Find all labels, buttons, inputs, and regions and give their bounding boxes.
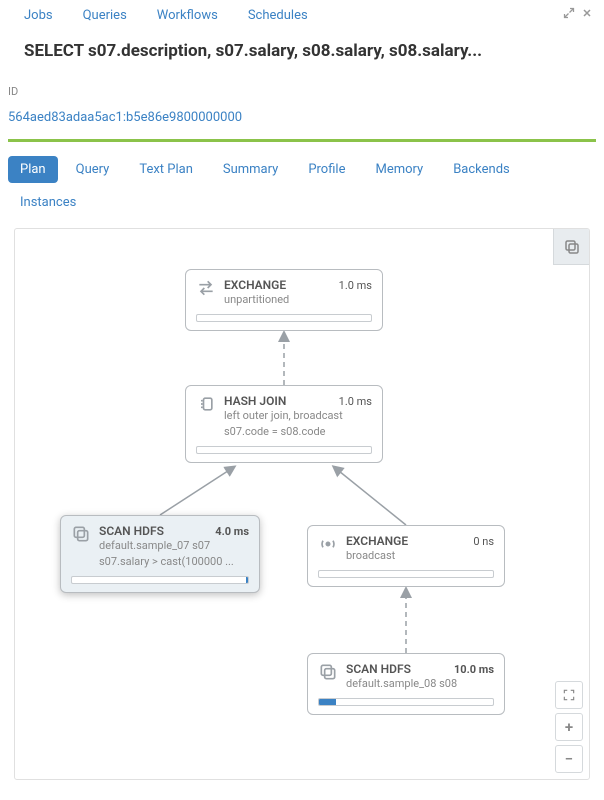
- tab-backends[interactable]: Backends: [441, 156, 522, 183]
- plan-node-progress: [196, 446, 372, 454]
- plan-node-time: 0 ns: [473, 535, 494, 548]
- plan-node-sub: broadcast: [346, 549, 494, 564]
- plan-node-sub: s07.code = s08.code: [224, 425, 372, 440]
- tabs: Plan Query Text Plan Summary Profile Mem…: [0, 156, 604, 228]
- plan-node-title: SCAN HDFS: [346, 662, 411, 676]
- plan-node-title: EXCHANGE: [224, 278, 286, 292]
- plan-node-sub: default.sample_07 s07: [99, 539, 249, 554]
- plan-canvas[interactable]: EXCHANGE1.0 msunpartitionedHASH JOIN1.0 …: [15, 229, 589, 779]
- scan-icon: [71, 524, 91, 544]
- plan-edge: [334, 467, 406, 525]
- tab-instances[interactable]: Instances: [8, 189, 88, 216]
- plan-node-exchange-top[interactable]: EXCHANGE 1.0 msunpartitioned: [185, 269, 383, 331]
- plan-node-hash-join[interactable]: HASH JOIN 1.0 msleft outer join, broadcas…: [185, 385, 383, 463]
- plan-node-title: HASH JOIN: [224, 394, 286, 408]
- top-nav: Jobs Queries Workflows Schedules: [0, 0, 604, 31]
- zoom-controls: + −: [555, 681, 583, 773]
- tab-memory[interactable]: Memory: [363, 156, 435, 183]
- join-icon: [196, 394, 216, 414]
- tab-summary[interactable]: Summary: [211, 156, 290, 183]
- plan-node-progress: [196, 314, 372, 322]
- plan-canvas-wrap: EXCHANGE1.0 msunpartitionedHASH JOIN1.0 …: [14, 228, 590, 780]
- nav-link-schedules[interactable]: Schedules: [248, 8, 308, 23]
- id-value[interactable]: 564aed83adaa5ac1:b5e86e9800000000: [8, 110, 596, 125]
- plan-node-sub: left outer join, broadcast: [224, 409, 372, 424]
- plan-edge: [160, 467, 234, 515]
- page-title: SELECT s07.description, s07.salary, s08.…: [0, 31, 604, 85]
- plan-node-sub: unpartitioned: [224, 293, 372, 308]
- plan-node-progress: [71, 576, 249, 584]
- plan-node-title: EXCHANGE: [346, 534, 408, 548]
- tab-query[interactable]: Query: [64, 156, 122, 183]
- nav-link-queries[interactable]: Queries: [83, 8, 127, 23]
- nav-link-jobs[interactable]: Jobs: [24, 8, 53, 23]
- zoom-in-button[interactable]: +: [555, 713, 583, 741]
- tab-profile[interactable]: Profile: [296, 156, 357, 183]
- expand-icon[interactable]: [562, 6, 576, 20]
- exchange-arrows-icon: [196, 278, 216, 298]
- scan-icon: [318, 662, 338, 682]
- plan-node-title: SCAN HDFS: [99, 524, 164, 538]
- plan-node-progress: [318, 570, 494, 578]
- nav-link-workflows[interactable]: Workflows: [157, 8, 218, 23]
- plan-node-sub: s07.salary > cast(100000 ...: [99, 555, 249, 570]
- plan-node-time: 4.0 ms: [215, 525, 249, 538]
- close-icon[interactable]: [580, 6, 594, 20]
- id-label: ID: [8, 85, 596, 98]
- zoom-out-button[interactable]: −: [555, 745, 583, 773]
- plan-node-scan-s07[interactable]: SCAN HDFS 4.0 msdefault.sample_07 s07s07.…: [60, 515, 260, 593]
- plan-node-time: 1.0 ms: [339, 395, 372, 408]
- broadcast-icon: [318, 534, 338, 554]
- plan-node-scan-s08[interactable]: SCAN HDFS 10.0 msdefault.sample_08 s08: [307, 653, 505, 715]
- plan-node-sub: default.sample_08 s08: [346, 677, 494, 692]
- tab-text-plan[interactable]: Text Plan: [127, 156, 205, 183]
- plan-node-exchange-bc[interactable]: EXCHANGE 0 nsbroadcast: [307, 525, 505, 587]
- plan-node-time: 1.0 ms: [339, 279, 372, 292]
- plan-node-progress: [318, 698, 494, 706]
- zoom-fullscreen-button[interactable]: [555, 681, 583, 709]
- plan-node-time: 10.0 ms: [454, 663, 494, 676]
- accent-divider: [8, 139, 596, 142]
- tab-plan[interactable]: Plan: [8, 156, 58, 183]
